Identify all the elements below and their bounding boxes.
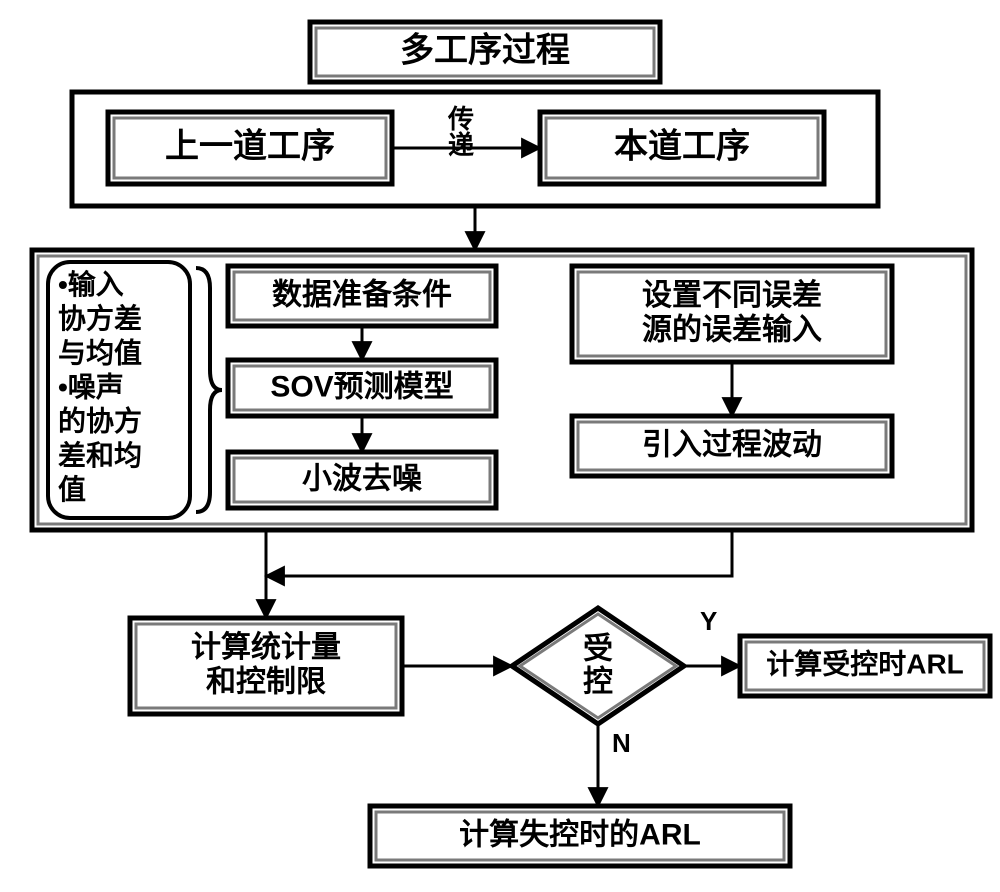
set_err-text: 设置不同误差 (642, 279, 822, 312)
edge-8-label: Y (700, 606, 717, 636)
bullets-line-4: 的协方 (58, 405, 142, 437)
curr-text: 本道工序 (614, 127, 750, 165)
bullets-line-3: •噪声 (58, 371, 124, 402)
wavelet-text: 小波去噪 (302, 462, 422, 495)
calc_stat-text: 和控制限 (206, 666, 326, 699)
arl_out-text: 计算失控时的ARL (459, 817, 701, 851)
bullets-line-1: 协方差 (58, 302, 142, 334)
decision-text: 控 (583, 666, 613, 699)
decision-text: 受 (583, 633, 613, 666)
data_prep-text: 数据准备条件 (272, 277, 452, 311)
calc_stat-text: 计算统计量 (191, 630, 341, 664)
sov-text: SOV预测模型 (270, 370, 453, 403)
title-text: 多工序过程 (400, 31, 570, 69)
edge-0-label: 递 (448, 130, 474, 160)
bullets-line-2: 与均值 (58, 337, 142, 368)
bullets-line-0: •输入 (58, 268, 124, 300)
bullets-line-5: 差和均 (58, 439, 142, 471)
prev-text: 上一道工序 (165, 127, 335, 165)
arl_in-text: 计算受控时ARL (766, 648, 964, 680)
set_err-text: 源的误差输入 (642, 314, 822, 347)
intro_var-text: 引入过程波动 (642, 428, 822, 461)
bullets-line-6: 值 (58, 474, 86, 505)
edge-9-label: N (612, 728, 631, 758)
